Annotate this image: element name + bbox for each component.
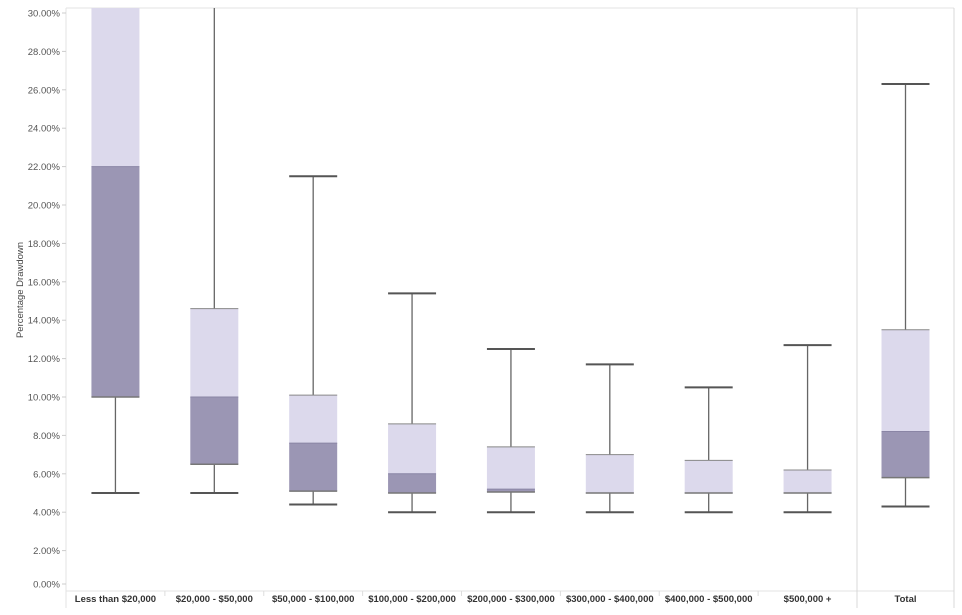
y-tick-label: 28.00% [28,47,61,58]
box-4 [388,292,437,514]
y-tick-label: 24.00% [28,124,61,135]
x-category-label: $200,000 - $300,000 [467,594,555,605]
y-tick-label: 10.00% [28,393,61,404]
y-tick-label: 0.00% [33,580,60,591]
x-category-label: Less than $20,000 [75,594,156,605]
y-tick-label: 16.00% [28,277,61,288]
x-category-label: $50,000 - $100,000 [272,594,354,605]
box-6 [585,363,634,514]
box-upper [190,308,239,397]
x-category-label: $400,000 - $500,000 [665,594,753,605]
box-upper [881,329,930,432]
y-tick-label: 2.00% [33,546,60,557]
y-tick-label: 22.00% [28,162,61,173]
box-upper [388,423,437,474]
box-3 [289,175,338,506]
y-tick-label: 8.00% [33,431,60,442]
y-tick-label: 12.00% [28,354,61,365]
y-axis-title: Percentage Drawdown [15,242,26,338]
box-upper [585,454,634,493]
box-8 [783,344,832,514]
box-upper [486,446,535,490]
y-tick-label: 18.00% [28,239,61,250]
box-upper [783,469,832,493]
box-2 [190,8,239,494]
box-7 [684,386,733,514]
box-lower [190,397,239,465]
x-category-label: $20,000 - $50,000 [176,594,253,605]
y-tick-label: 30.00% [28,9,61,20]
y-tick-label: 14.00% [28,316,61,327]
x-category-label: $100,000 - $200,000 [368,594,456,605]
box-upper [289,395,338,444]
box-lower [289,443,338,492]
y-tick-label: 6.00% [33,469,60,480]
box-lower [486,489,535,493]
box-upper [91,8,140,167]
box-lower [91,166,140,397]
x-category-label: Total [895,594,917,605]
box-lower [388,473,437,493]
box-5 [486,348,535,514]
y-tick-label: 20.00% [28,201,61,212]
box-upper [684,460,733,493]
x-category-label: $300,000 - $400,000 [566,594,654,605]
box-lower [881,431,930,478]
box-1 [91,8,140,494]
y-tick-label: 26.00% [28,85,61,96]
x-category-label: $500,000 + [784,594,832,605]
y-tick-label: 4.00% [33,508,60,519]
box-total [881,83,930,508]
